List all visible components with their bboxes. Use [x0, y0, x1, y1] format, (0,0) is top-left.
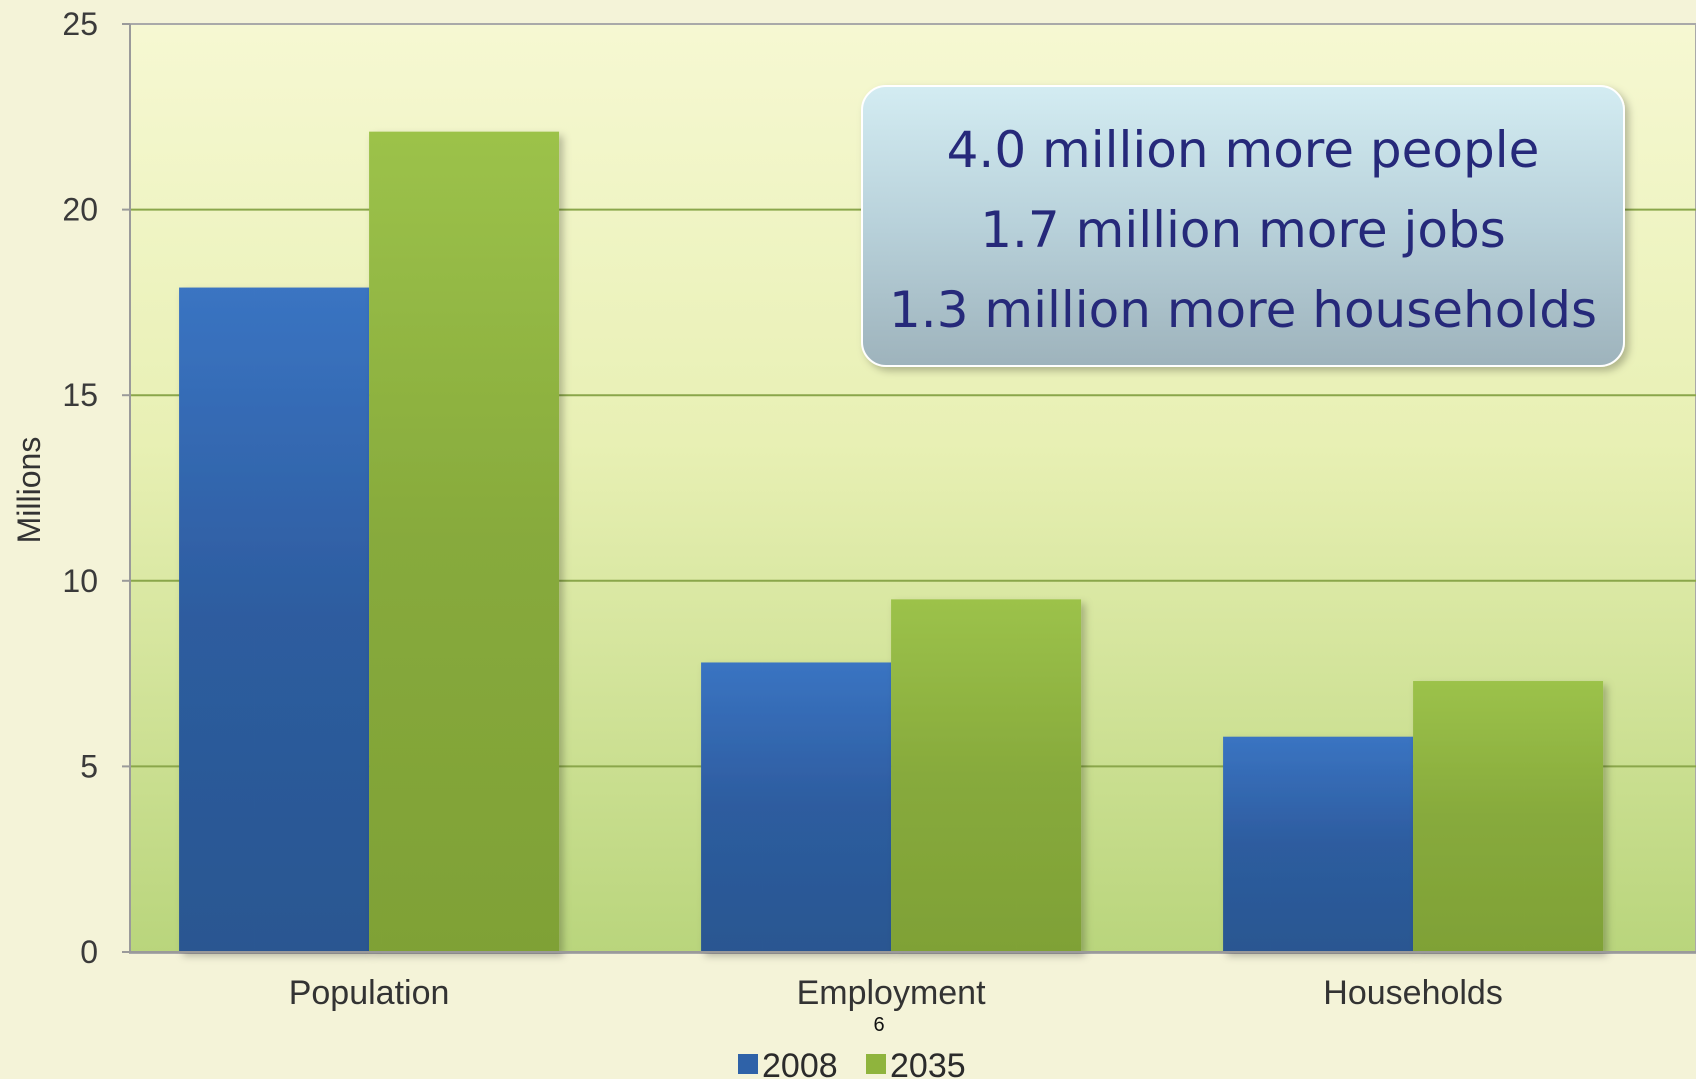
- x-tick-label-population: Population: [289, 974, 450, 1012]
- bars: [179, 131, 1604, 952]
- y-tick-label-0: 0: [80, 934, 98, 970]
- axes: 0 5 10 15 20 25 Population Employment Households: [62, 6, 1696, 1012]
- bar-employment-2035: [891, 599, 1082, 952]
- y-tick-label-15: 15: [62, 377, 98, 413]
- annotation-line-households: 1.3 million more households: [889, 281, 1597, 339]
- legend-swatch-2035: [866, 1054, 886, 1074]
- legend: 2008 2035: [738, 1047, 966, 1079]
- bar-population-2035: [369, 131, 560, 952]
- annotation-callout: 4.0 million more people 1.7 million more…: [861, 85, 1625, 367]
- y-tick-label-20: 20: [62, 192, 98, 228]
- y-tick-label-25: 25: [62, 6, 98, 42]
- annotation-line-people: 4.0 million more people: [947, 121, 1540, 179]
- page-number: 6: [873, 1014, 884, 1036]
- legend-label-2035: 2035: [890, 1047, 966, 1079]
- y-tick-label-10: 10: [62, 563, 98, 599]
- legend-swatch-2008: [738, 1054, 758, 1074]
- legend-label-2008: 2008: [762, 1047, 838, 1079]
- bar-population-2008: [179, 287, 370, 952]
- bar-households-2035: [1413, 681, 1604, 952]
- x-tick-label-employment: Employment: [797, 974, 987, 1012]
- y-axis-title: Millions: [11, 437, 47, 544]
- x-tick-label-households: Households: [1323, 974, 1503, 1012]
- bar-employment-2008: [701, 662, 892, 952]
- y-tick-label-5: 5: [80, 748, 98, 784]
- bar-households-2008: [1223, 736, 1414, 952]
- annotation-line-jobs: 1.7 million more jobs: [980, 201, 1506, 259]
